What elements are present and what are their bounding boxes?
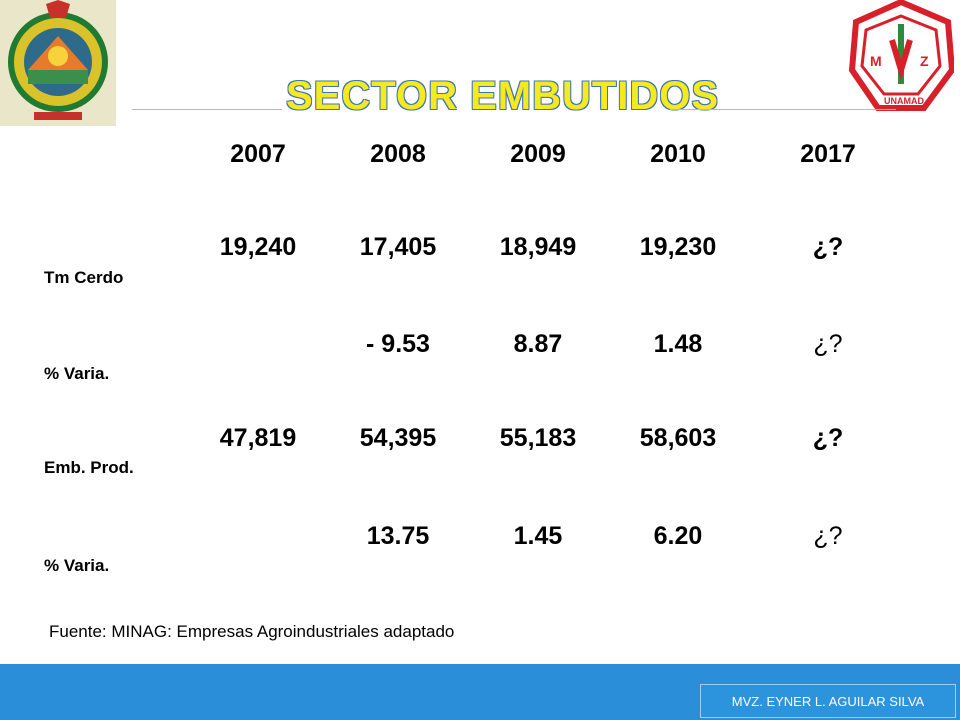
table-cell: 1.45 <box>513 522 563 550</box>
table-cell: 54,395 <box>359 424 437 452</box>
table-cell: ¿? <box>812 233 844 261</box>
year-header: 2008 <box>370 140 426 168</box>
year-header: 2010 <box>650 140 706 168</box>
year-header: 2017 <box>800 140 856 168</box>
title-underline-right <box>670 109 896 110</box>
table-cell: ¿? <box>812 424 844 452</box>
table-cell: 13.75 <box>366 522 430 550</box>
table-cell: 6.20 <box>653 522 703 550</box>
university-crest-logo <box>0 0 116 126</box>
table-cell: 18,949 <box>499 233 577 261</box>
row-label-tm-cerdo: Tm Cerdo <box>44 268 124 287</box>
mvz-emblem-icon: M Z UNAMAD <box>848 0 956 111</box>
row-label-variation: % Varia. <box>44 556 110 575</box>
table-cell: ¿? <box>813 330 843 358</box>
source-note: Fuente: MINAG: Empresas Agroindustriales… <box>49 622 455 641</box>
table-cell: 19,230 <box>639 233 717 261</box>
row-label-emb-prod: Emb. Prod. <box>44 458 134 477</box>
title-underline-left <box>132 109 282 110</box>
svg-text:M: M <box>870 53 882 69</box>
table-cell: 58,603 <box>639 424 717 452</box>
table-cell: - 9.53 <box>366 330 430 358</box>
row-label-variation: % Varia. <box>44 364 110 383</box>
mvz-faculty-logo: M Z UNAMAD <box>848 0 956 118</box>
table-cell: 8.87 <box>513 330 563 358</box>
year-header: 2009 <box>510 140 566 168</box>
crest-icon <box>0 0 116 126</box>
table-cell: ¿? <box>813 522 843 550</box>
table-cell: 55,183 <box>499 424 577 452</box>
page-title: SECTOR EMBUTIDOS <box>286 74 720 118</box>
author-badge: MVZ. EYNER L. AGUILAR SILVA <box>700 684 956 718</box>
year-header: 2007 <box>230 140 286 168</box>
table-cell: 17,405 <box>359 233 437 261</box>
table-cell: 19,240 <box>219 233 297 261</box>
table-cell: 47,819 <box>219 424 297 452</box>
svg-text:Z: Z <box>920 53 929 69</box>
table-cell: 1.48 <box>653 330 703 358</box>
svg-text:UNAMAD: UNAMAD <box>884 96 924 106</box>
